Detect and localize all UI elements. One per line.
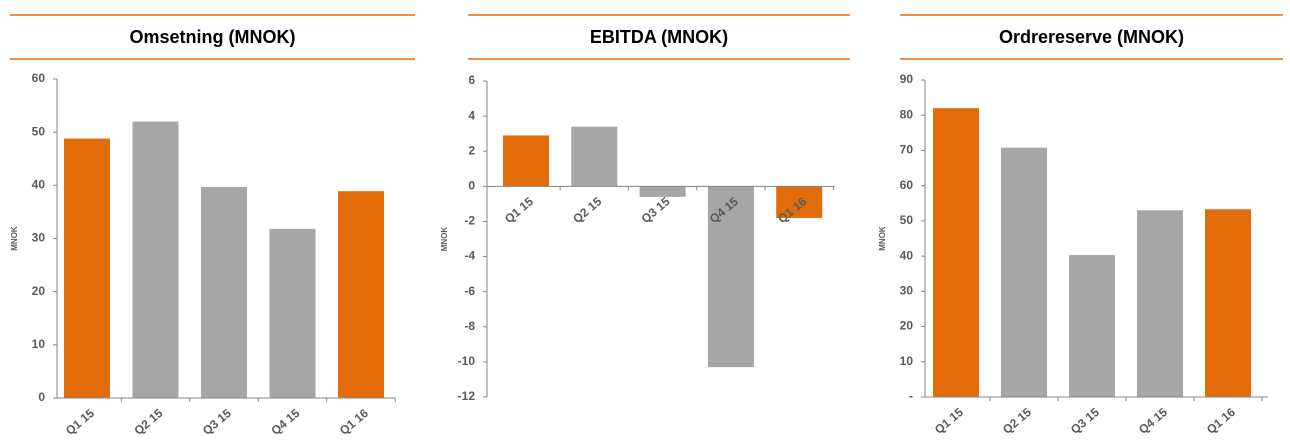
y-axis-label: MNOK xyxy=(10,226,19,251)
y-tick-label: 40 xyxy=(32,178,46,192)
x-tick-label: Q3 15 xyxy=(200,406,234,438)
bar xyxy=(1205,209,1251,397)
bar xyxy=(269,228,316,398)
bar xyxy=(1001,147,1047,397)
y-tick-label: 60 xyxy=(900,178,914,192)
y-tick-label: 50 xyxy=(32,124,46,138)
y-tick-label: 10 xyxy=(900,354,914,368)
y-tick-label: -2 xyxy=(464,214,475,228)
x-tick-label: Q1 15 xyxy=(502,194,536,226)
y-axis-label: MNOK xyxy=(878,226,887,251)
bar xyxy=(707,186,754,368)
x-tick-label: Q2 15 xyxy=(131,406,165,438)
y-tick-label: 90 xyxy=(900,72,914,86)
chart-title: EBITDA (MNOK) xyxy=(590,27,728,47)
bar xyxy=(503,135,549,187)
bar xyxy=(1137,210,1183,397)
y-axis-label: MNOK xyxy=(440,227,449,252)
x-tick-label: Q2 15 xyxy=(570,194,604,226)
bar xyxy=(338,191,384,398)
chart-title: Omsetning (MNOK) xyxy=(130,27,296,47)
y-tick-label: -10 xyxy=(458,354,476,368)
y-tick-label: 80 xyxy=(900,107,914,121)
bar xyxy=(132,121,179,399)
y-tick-label: -12 xyxy=(458,389,476,403)
bar xyxy=(776,186,823,218)
bar xyxy=(201,186,247,398)
y-tick-label: 0 xyxy=(468,179,475,193)
y-tick-label: 30 xyxy=(32,231,46,245)
y-tick-label: 0 xyxy=(38,390,45,404)
x-tick-label: Q2 15 xyxy=(1000,405,1034,437)
y-tick-label: - xyxy=(909,389,913,403)
x-tick-label: Q1 16 xyxy=(337,406,371,438)
y-tick-label: 50 xyxy=(900,213,914,227)
y-tick-label: 20 xyxy=(32,284,46,298)
y-tick-label: 30 xyxy=(900,284,914,298)
x-tick-label: Q4 15 xyxy=(268,406,302,438)
y-tick-label: -8 xyxy=(464,319,475,333)
chart-title: Ordrereserve (MNOK) xyxy=(999,27,1184,47)
x-tick-label: Q4 15 xyxy=(1136,405,1170,437)
y-tick-label: 60 xyxy=(32,71,46,85)
x-tick-label: Q1 15 xyxy=(932,405,966,437)
y-tick-label: 2 xyxy=(468,143,475,157)
bar xyxy=(571,126,618,187)
y-tick-label: -4 xyxy=(464,249,475,263)
bar xyxy=(639,186,686,197)
x-tick-label: Q1 15 xyxy=(63,406,97,438)
y-tick-label: 40 xyxy=(900,248,914,262)
x-tick-label: Q3 15 xyxy=(1068,405,1102,437)
bar xyxy=(64,138,110,398)
y-tick-label: 6 xyxy=(468,73,475,87)
y-tick-label: 20 xyxy=(900,319,914,333)
y-tick-label: 4 xyxy=(468,108,475,122)
y-tick-label: -6 xyxy=(464,284,475,298)
bar xyxy=(933,108,979,397)
y-tick-label: 70 xyxy=(900,143,914,157)
bar xyxy=(1069,255,1115,397)
y-tick-label: 10 xyxy=(32,337,46,351)
x-tick-label: Q1 16 xyxy=(1204,405,1238,437)
x-tick-label: Q3 15 xyxy=(639,194,673,226)
